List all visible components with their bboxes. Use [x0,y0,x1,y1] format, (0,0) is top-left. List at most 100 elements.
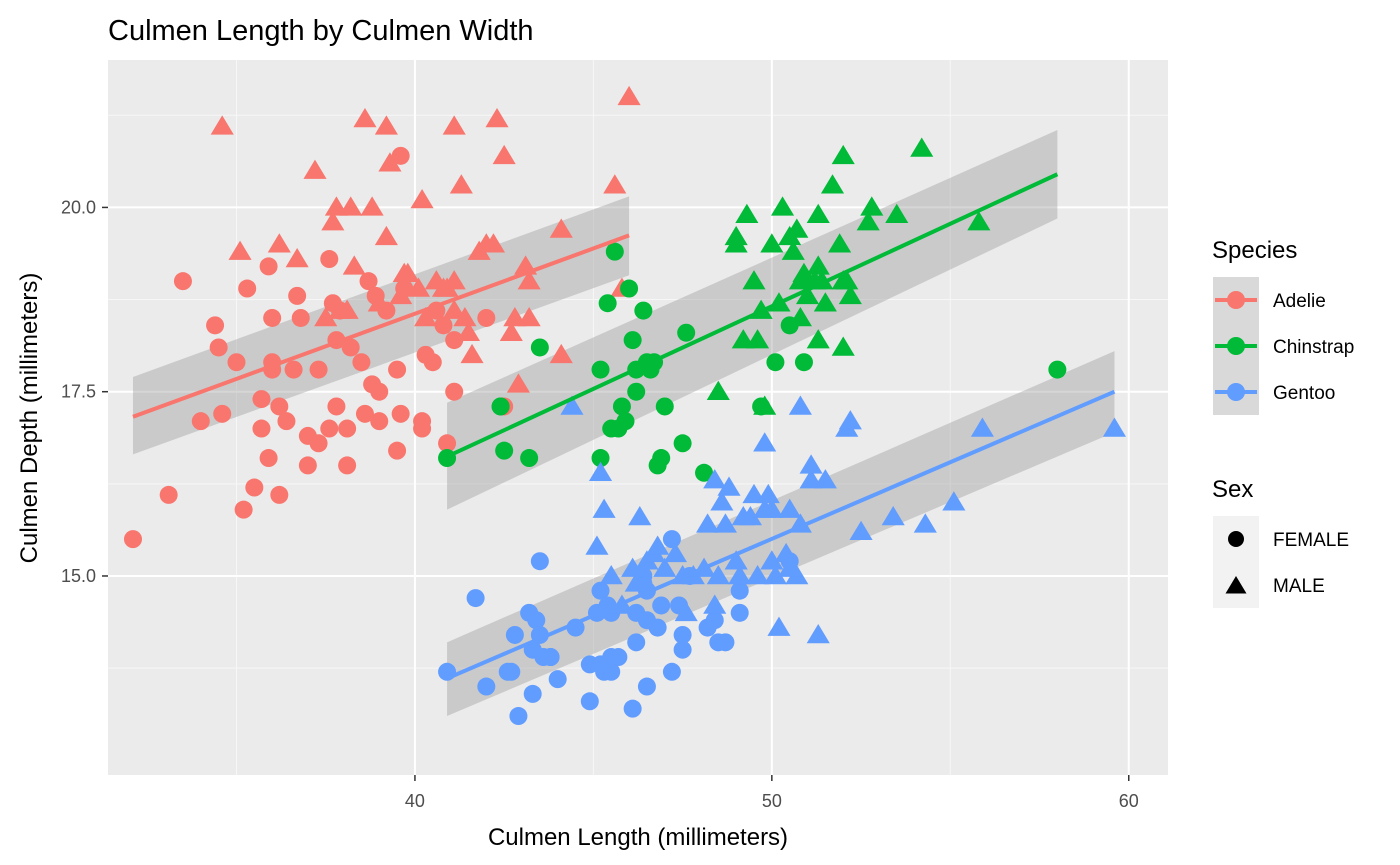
data-point-adelie-male [492,144,516,165]
data-point-gentoo-male [592,498,616,518]
data-point-gentoo-female [477,677,496,696]
data-point-gentoo-male [970,417,994,437]
x-tick-label: 60 [1119,791,1139,811]
data-point-gentoo-male [724,550,748,570]
data-point-adelie-male [353,107,377,128]
data-point-chinstrap-male [910,137,934,157]
legend-label-chinstrap: Chinstrap [1273,337,1354,358]
data-point-chinstrap-male [781,240,805,260]
sex-legend-title: Sex [1212,476,1253,503]
data-point-chinstrap-male [770,196,795,216]
data-point-gentoo-female [637,677,656,696]
data-point-chinstrap-female [602,419,621,438]
sex-legend: Sex FEMALE MALE [1212,476,1349,608]
data-point-gentoo-female [705,611,724,630]
data-point-gentoo-male [763,564,787,585]
data-point-chinstrap-male [806,329,830,349]
data-point-gentoo-male [760,498,784,518]
data-point-adelie-female [434,316,453,335]
species-legend: Species Adelie Chinstrap Gentoo [1212,237,1354,415]
data-point-chinstrap-male [856,211,880,231]
legend-shape-female [1228,531,1244,547]
data-point-adelie-male [367,292,391,312]
species-legend-keys: Adelie Chinstrap Gentoo [1213,277,1354,415]
data-point-gentoo-male [653,557,677,577]
data-point-gentoo-male [663,542,688,563]
data-point-adelie-female [327,397,346,416]
data-point-chinstrap-female [598,294,617,313]
data-point-gentoo-male [756,483,780,504]
fit-line-chinstrap [446,172,1059,459]
data-point-chinstrap-female [627,382,646,401]
data-point-adelie-male [321,211,345,231]
legend-shape-male [1225,576,1247,594]
data-point-gentoo-female [673,640,692,659]
data-point-chinstrap-male [706,380,730,400]
data-point-gentoo-male [760,550,784,570]
data-point-chinstrap-male [838,284,862,305]
data-point-gentoo-male [913,513,937,533]
data-point-chinstrap-male [806,203,830,224]
data-point-adelie-male [506,373,530,393]
minor-gridlines [108,60,1168,775]
data-point-gentoo-male [588,461,613,482]
data-point-adelie-female [355,404,374,423]
data-point-chinstrap-female [634,301,653,320]
data-point-chinstrap-female [766,353,785,372]
data-point-gentoo-male [674,601,698,622]
data-point-gentoo-male [706,564,730,585]
data-point-chinstrap-female [652,449,671,468]
data-point-adelie-female [252,419,271,438]
data-point-gentoo-male [624,572,648,592]
data-point-adelie-female [298,456,317,475]
data-point-gentoo-female [609,648,628,667]
data-point-adelie-female [259,449,278,468]
data-point-chinstrap-female [673,434,692,453]
data-point-chinstrap-female [794,353,813,372]
data-point-chinstrap-male [835,270,859,290]
data-point-adelie-female [263,308,282,327]
legend-label-adelie: Adelie [1273,291,1326,312]
data-point-chinstrap-female [530,338,549,357]
fit-line-adelie [132,233,630,419]
data-point-chinstrap-male [967,211,991,231]
data-point-chinstrap-male [831,336,855,356]
data-point-gentoo-male [703,594,727,614]
data-point-adelie-female [338,419,357,438]
data-point-adelie-male [442,115,466,135]
legend-point-chinstrap [1227,337,1245,355]
data-point-gentoo-female [662,530,681,549]
data-point-adelie-male [396,262,420,283]
data-point-adelie-male [267,233,291,253]
data-point-chinstrap-female [491,397,510,416]
data-point-adelie-female [245,478,264,497]
data-point-adelie-female [259,257,278,276]
y-axis-ticks: 15.0 17.5 20.0 [61,197,108,586]
data-point-adelie-male [314,306,338,327]
data-point-adelie-female [352,353,371,372]
data-point-gentoo-male [628,506,652,526]
data-point-chinstrap-female [591,360,610,379]
data-point-gentoo-male [710,491,734,511]
data-point-gentoo-female [548,670,567,689]
data-points [123,85,1127,726]
data-point-chinstrap-male [785,218,809,238]
data-point-adelie-male [378,152,402,172]
data-point-adelie-male [406,277,431,297]
data-point-adelie-male [414,306,438,327]
data-point-adelie-female [209,338,228,357]
x-axis-title: Culmen Length (millimeters) [488,824,788,851]
data-point-gentoo-male [838,410,862,430]
data-point-adelie-male [285,248,309,268]
data-point-adelie-male [449,174,473,194]
data-point-gentoo-male [717,476,741,496]
data-point-gentoo-female [716,633,735,652]
data-point-gentoo-male [767,616,791,636]
data-point-adelie-female [309,434,328,453]
data-point-adelie-female [288,286,307,305]
data-point-gentoo-female [662,662,681,681]
data-point-adelie-female [234,500,253,519]
data-point-adelie-male [517,306,541,327]
data-point-chinstrap-male [742,270,766,290]
data-point-gentoo-female [580,692,599,711]
